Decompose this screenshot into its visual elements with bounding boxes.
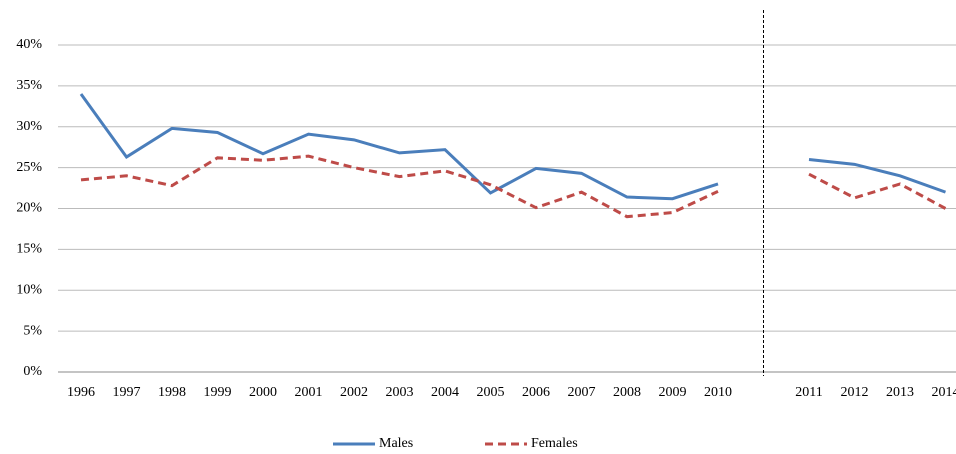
x-tick-label: 1996 bbox=[67, 385, 95, 400]
y-tick-label: 15% bbox=[16, 242, 42, 257]
x-tick-label: 2012 bbox=[841, 385, 869, 400]
series-line bbox=[80, 154, 947, 219]
y-tick-label: 40% bbox=[16, 37, 42, 52]
x-tick-label: 2004 bbox=[431, 385, 459, 400]
x-tick-label: 2013 bbox=[886, 385, 914, 400]
x-tick-label: 2011 bbox=[795, 385, 822, 400]
y-tick-label: 20% bbox=[16, 201, 42, 216]
x-tick-label: 2007 bbox=[568, 385, 596, 400]
series-line bbox=[79, 93, 947, 201]
legend-label: Males bbox=[379, 436, 413, 451]
y-tick-label: 25% bbox=[16, 160, 42, 175]
x-tick-label: 1999 bbox=[204, 385, 232, 400]
legend-label: Females bbox=[531, 436, 578, 451]
x-tick-label: 1997 bbox=[113, 385, 141, 400]
x-tick-label: 2006 bbox=[522, 385, 550, 400]
x-tick-label: 2014 bbox=[932, 385, 956, 400]
x-tick-label: 2008 bbox=[613, 385, 641, 400]
y-tick-label: 10% bbox=[16, 282, 42, 297]
x-tick-label: 2010 bbox=[704, 385, 732, 400]
x-tick-label: 2000 bbox=[249, 385, 277, 400]
x-tick-label: 2002 bbox=[340, 385, 368, 400]
x-tick-label: 2005 bbox=[477, 385, 505, 400]
y-tick-label: 35% bbox=[16, 78, 42, 93]
x-tick-label: 1998 bbox=[158, 385, 186, 400]
y-tick-label: 0% bbox=[23, 364, 42, 379]
y-tick-label: 30% bbox=[16, 119, 42, 134]
x-tick-label: 2003 bbox=[386, 385, 414, 400]
x-tick-label: 2001 bbox=[295, 385, 323, 400]
y-tick-label: 5% bbox=[23, 323, 42, 338]
x-tick-label: 2009 bbox=[659, 385, 687, 400]
